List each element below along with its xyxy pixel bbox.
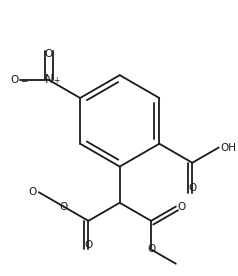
Text: −: − bbox=[20, 77, 28, 86]
Text: O: O bbox=[188, 183, 196, 193]
Text: OH: OH bbox=[221, 142, 237, 153]
Text: O: O bbox=[84, 240, 93, 250]
Text: O: O bbox=[178, 201, 186, 212]
Text: O: O bbox=[60, 201, 68, 212]
Text: O: O bbox=[29, 187, 37, 197]
Text: O: O bbox=[45, 49, 53, 59]
Text: N: N bbox=[45, 73, 53, 86]
Text: O: O bbox=[147, 245, 155, 254]
Text: O: O bbox=[10, 75, 18, 85]
Text: +: + bbox=[54, 76, 60, 85]
